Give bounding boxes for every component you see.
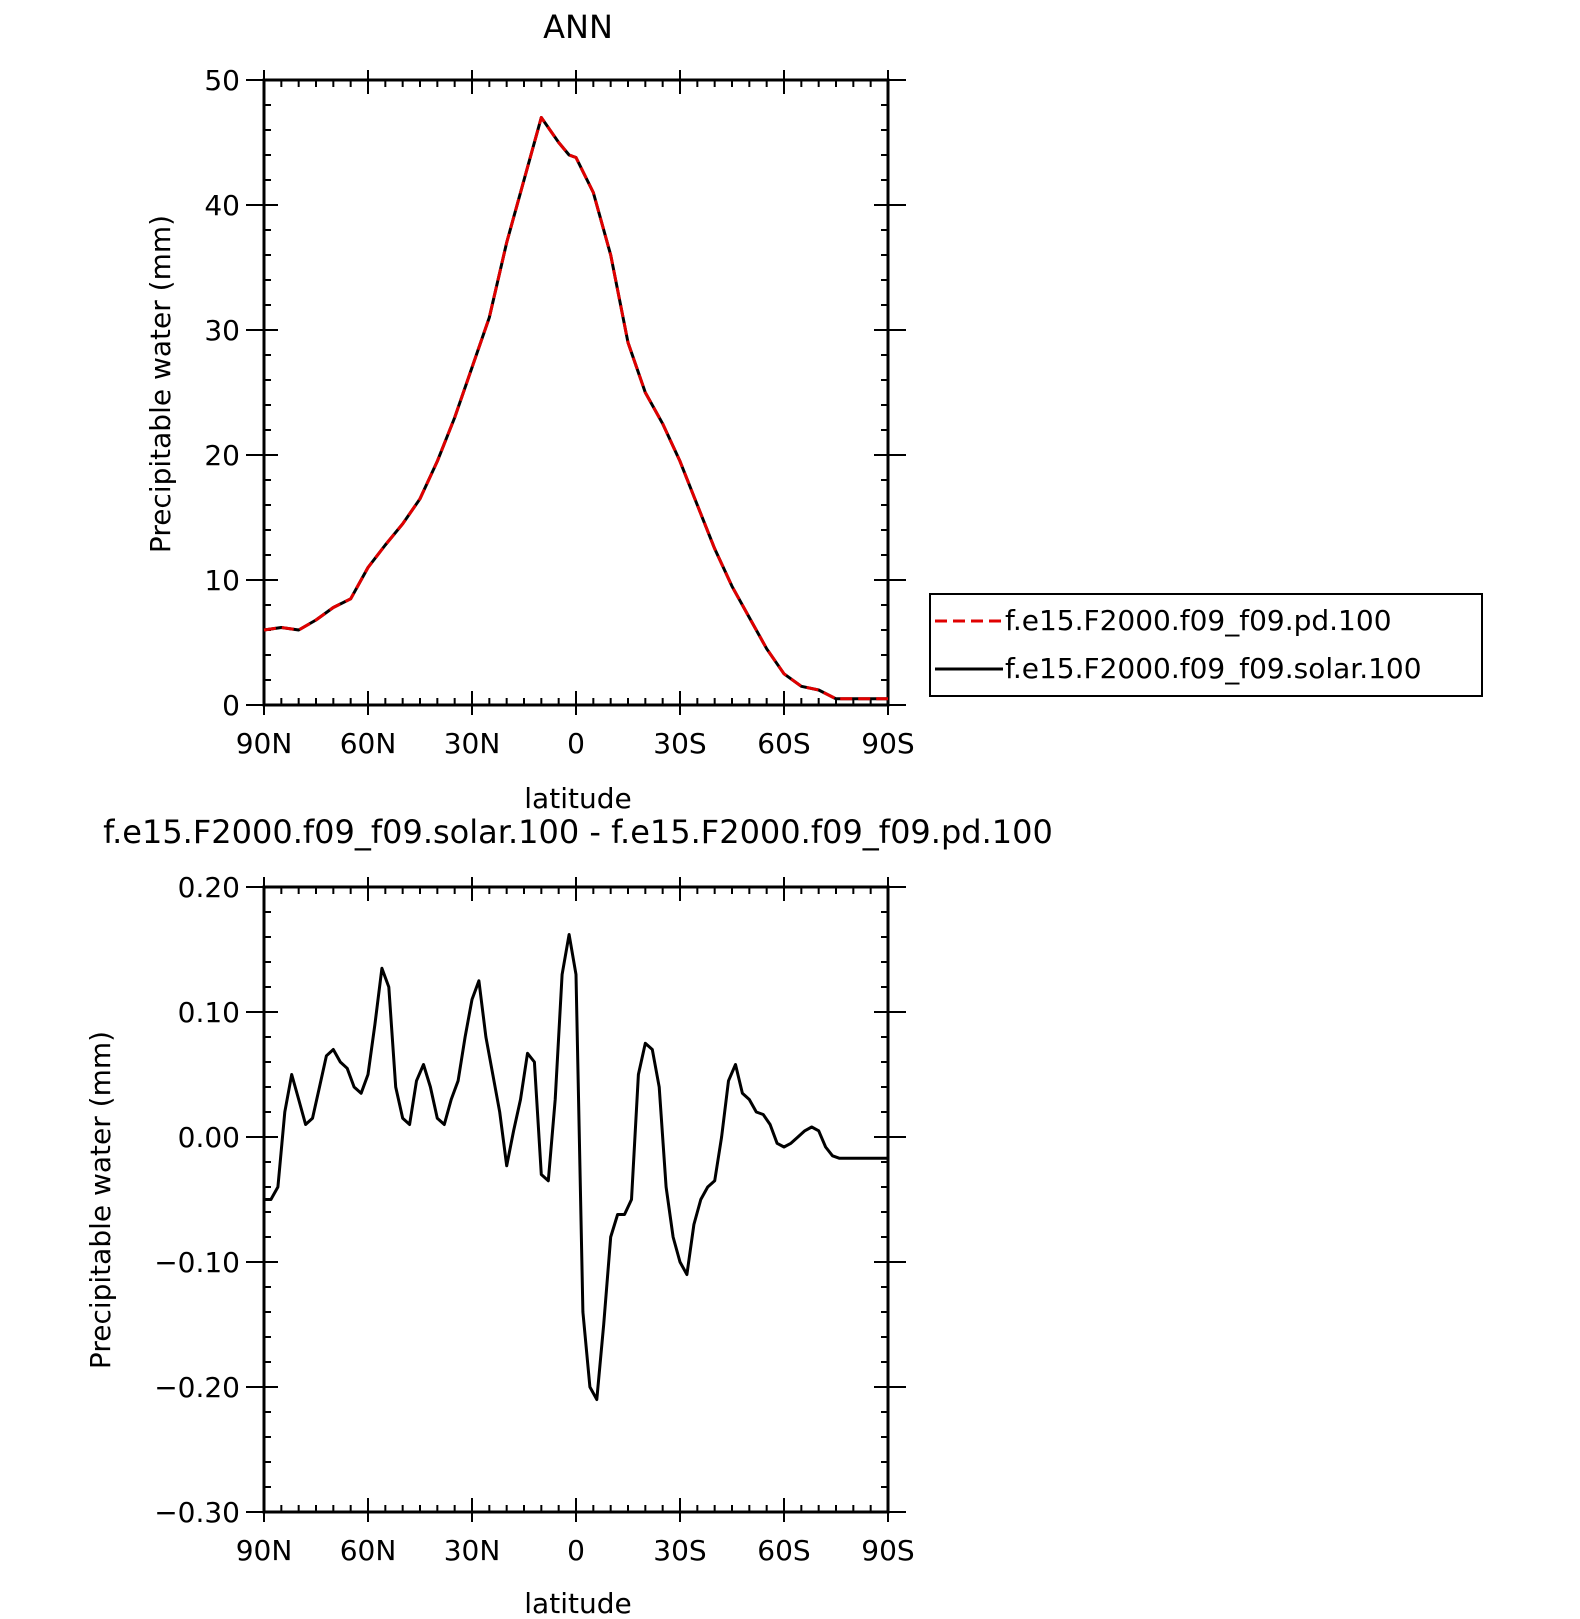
x-tick-label: 30S (653, 727, 706, 760)
plot-frame (262, 78, 890, 707)
x-tick-label: 30N (444, 1534, 501, 1567)
bottom-chart-title: f.e15.F2000.f09_f09.solar.100 - f.e15.F2… (103, 813, 1053, 851)
y-tick-label: −0.10 (154, 1246, 240, 1279)
x-tick-label: 90S (861, 727, 914, 760)
x-tick-label: 0 (567, 727, 585, 760)
x-tick-label: 90S (861, 1534, 914, 1567)
series-line-f-e15-f2000-f09-f09-solar-100 (263, 116, 888, 701)
y-tick-label: 0.10 (178, 996, 240, 1029)
series-line-difference (264, 933, 888, 1401)
y-tick-label: 40 (204, 189, 240, 222)
bottom-chart-axes: 90N 60N 30N 0 30S 60S 90S 0.20 0.10 0.00 −0.10 −0.2… (154, 871, 915, 1567)
top-panel: ANN Precipitable water (mm) latitude 90N… (144, 8, 915, 815)
legend-box (929, 593, 1483, 697)
x-tick-label: 60S (757, 1534, 810, 1567)
x-tick-label: 0 (567, 1534, 585, 1567)
y-tick-label: 10 (204, 564, 240, 597)
x-tick-label: 60N (340, 1534, 397, 1567)
y-tick-label: −0.30 (154, 1496, 240, 1529)
y-tick-label: 0 (222, 689, 240, 722)
bottom-chart-series (264, 933, 888, 1401)
bottom-chart-xlabel: latitude (524, 1587, 631, 1619)
bottom-panel: f.e15.F2000.f09_f09.solar.100 - f.e15.F2… (84, 813, 1053, 1619)
x-tick-label: 60N (340, 727, 397, 760)
y-tick-label: 50 (204, 64, 240, 97)
y-tick-label: 30 (204, 314, 240, 347)
top-chart-title: ANN (543, 8, 613, 46)
x-tick-label: 30N (444, 727, 501, 760)
legend-entry-solar: f.e15.F2000.f09_f09.solar.100 (1005, 652, 1422, 685)
top-chart-series (263, 116, 888, 701)
y-tick-label: −0.20 (154, 1371, 240, 1404)
x-tick-label: 30S (653, 1534, 706, 1567)
y-tick-label: 0.00 (178, 1121, 240, 1154)
top-chart-ylabel: Precipitable water (mm) (144, 215, 177, 553)
x-tick-label: 90N (236, 727, 293, 760)
series-line-f-e15-f2000-f09-f09-pd-100 (263, 116, 888, 701)
bottom-chart-ylabel: Precipitable water (mm) (84, 1031, 117, 1369)
legend-entry-pd: f.e15.F2000.f09_f09.pd.100 (1005, 604, 1392, 637)
x-tick-label: 60S (757, 727, 810, 760)
top-chart-xlabel: latitude (524, 782, 631, 815)
x-tick-label: 90N (236, 1534, 293, 1567)
legend: f.e15.F2000.f09_f09.pd.100 f.e15.F2000.f… (929, 593, 1483, 697)
top-chart-axes: 90N 60N 30N 0 30S 60S 90S 0 10 20 30 40 50 (204, 64, 914, 760)
y-tick-label: 20 (204, 439, 240, 472)
y-tick-label: 0.20 (178, 871, 240, 904)
